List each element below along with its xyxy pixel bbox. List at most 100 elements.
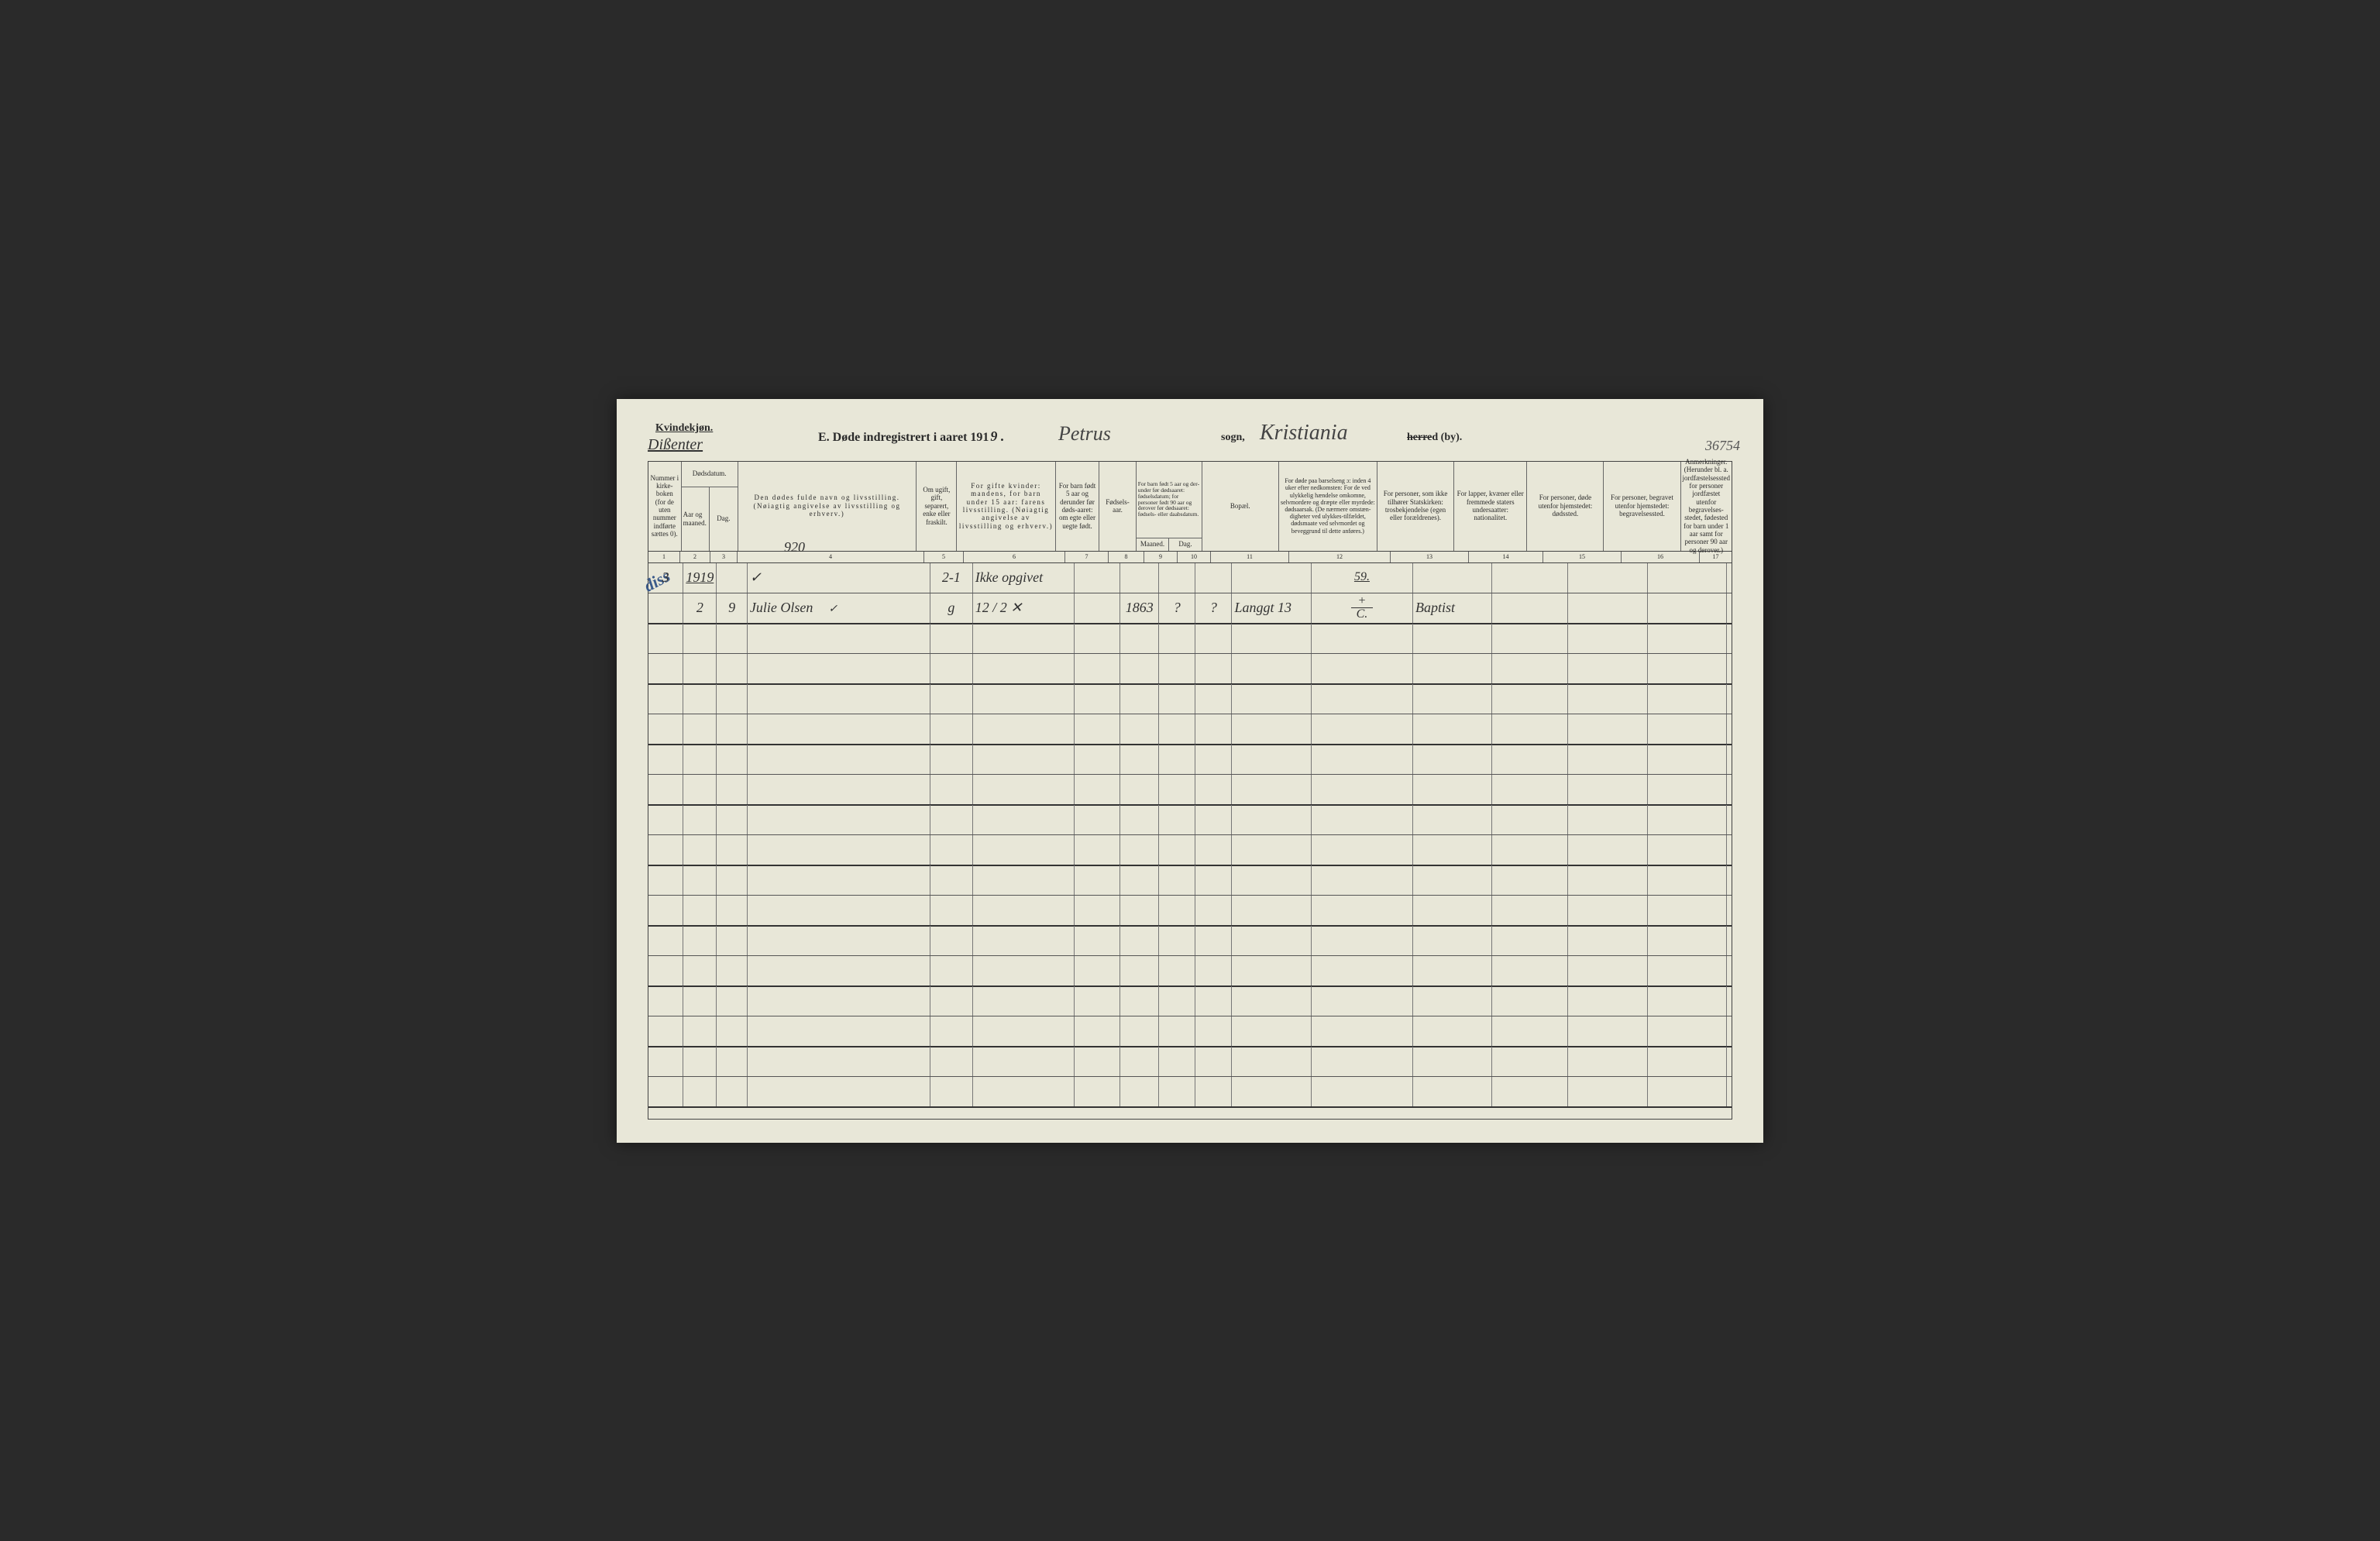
cell bbox=[717, 926, 747, 955]
cell bbox=[1120, 956, 1159, 985]
colnum: 16 bbox=[1622, 552, 1700, 562]
cell bbox=[930, 624, 973, 653]
cell bbox=[1312, 1077, 1413, 1106]
colnum: 7 bbox=[1065, 552, 1109, 562]
cell bbox=[1120, 745, 1159, 774]
cell-num bbox=[648, 593, 683, 623]
cell bbox=[717, 624, 747, 653]
cell bbox=[1492, 1047, 1568, 1076]
cell bbox=[930, 865, 973, 895]
cell-cause: + C. bbox=[1312, 593, 1413, 623]
cell bbox=[1492, 624, 1568, 653]
th-3: Dag. bbox=[710, 487, 738, 551]
cell bbox=[648, 986, 683, 1016]
cell bbox=[973, 714, 1075, 744]
th-5: Om ugift, gift, separert, enke eller fra… bbox=[917, 462, 957, 551]
cell bbox=[1195, 1077, 1232, 1106]
cell bbox=[683, 865, 717, 895]
cell bbox=[1195, 775, 1232, 804]
cell bbox=[1195, 896, 1232, 925]
cell bbox=[1120, 1077, 1159, 1106]
cell bbox=[1159, 775, 1195, 804]
cell bbox=[1195, 805, 1232, 834]
cell bbox=[1120, 1016, 1159, 1046]
cell bbox=[1075, 593, 1121, 623]
cell bbox=[1232, 865, 1311, 895]
title: E. Døde indregistrert i aaret 1919 . bbox=[818, 428, 1004, 445]
cell bbox=[717, 654, 747, 683]
th-2: Aar og maaned. bbox=[682, 487, 710, 551]
cell bbox=[1648, 563, 1727, 593]
th-14: For lapper, kvæner eller fremmede stater… bbox=[1454, 462, 1527, 551]
sogn-handwritten: Petrus bbox=[1058, 422, 1111, 445]
cell bbox=[748, 986, 930, 1016]
cell bbox=[748, 745, 930, 774]
title-year-hand: 9 . bbox=[990, 428, 1004, 444]
cell bbox=[717, 805, 747, 834]
cell bbox=[1232, 745, 1311, 774]
cell-birthyear bbox=[1120, 563, 1159, 593]
cell bbox=[717, 865, 747, 895]
table-row bbox=[648, 654, 1732, 684]
cell bbox=[1492, 956, 1568, 985]
cell bbox=[1568, 1016, 1647, 1046]
table-row bbox=[648, 956, 1732, 986]
th-17: Anmerkninger. (Herunder bl. a. jordfæste… bbox=[1681, 462, 1732, 551]
cell bbox=[748, 684, 930, 714]
cell bbox=[717, 745, 747, 774]
cell bbox=[973, 775, 1075, 804]
cell-day bbox=[717, 563, 747, 593]
cell bbox=[748, 654, 930, 683]
cell bbox=[1312, 835, 1413, 865]
cell bbox=[1075, 1077, 1121, 1106]
cell bbox=[648, 684, 683, 714]
herred-struck: herre bbox=[1407, 432, 1432, 443]
cell bbox=[1648, 956, 1727, 985]
cell bbox=[1727, 654, 1732, 683]
cell bbox=[973, 1016, 1075, 1046]
cell bbox=[973, 835, 1075, 865]
cell bbox=[1195, 1047, 1232, 1076]
cell bbox=[1312, 986, 1413, 1016]
cell bbox=[1648, 745, 1727, 774]
cell bbox=[1159, 986, 1195, 1016]
cell: ? bbox=[1159, 593, 1195, 623]
cell bbox=[1312, 654, 1413, 683]
th-4: Den dødes fulde navn og livsstilling. (N… bbox=[738, 462, 917, 551]
cell bbox=[1120, 835, 1159, 865]
th-dodsdatum: Dødsdatum. bbox=[682, 462, 738, 487]
cell bbox=[748, 775, 930, 804]
cell bbox=[1492, 684, 1568, 714]
cell bbox=[1727, 956, 1732, 985]
cell bbox=[1492, 745, 1568, 774]
cell bbox=[748, 1016, 930, 1046]
cell bbox=[1232, 624, 1311, 653]
name-mark: ✓ bbox=[828, 603, 837, 616]
cell bbox=[1159, 684, 1195, 714]
cell bbox=[1195, 926, 1232, 955]
cell bbox=[973, 896, 1075, 925]
cell bbox=[1232, 805, 1311, 834]
cell bbox=[1195, 684, 1232, 714]
cell bbox=[683, 745, 717, 774]
cell bbox=[648, 654, 683, 683]
cell bbox=[1075, 654, 1121, 683]
cell bbox=[648, 805, 683, 834]
cell bbox=[930, 805, 973, 834]
cell bbox=[648, 896, 683, 925]
cell bbox=[717, 986, 747, 1016]
colnum: 8 bbox=[1109, 552, 1144, 562]
cell bbox=[1075, 714, 1121, 744]
cell bbox=[1727, 926, 1732, 955]
colnum: 4 bbox=[738, 552, 924, 562]
cell bbox=[930, 956, 973, 985]
cell bbox=[1195, 865, 1232, 895]
cell bbox=[1413, 745, 1492, 774]
th-16: For personer, begravet utenfor hjemstede… bbox=[1604, 462, 1680, 551]
cell bbox=[1232, 1016, 1311, 1046]
cell bbox=[1492, 805, 1568, 834]
sogn-label: sogn, bbox=[1221, 432, 1245, 444]
cell bbox=[1312, 956, 1413, 985]
cell bbox=[1413, 956, 1492, 985]
cell bbox=[1413, 775, 1492, 804]
